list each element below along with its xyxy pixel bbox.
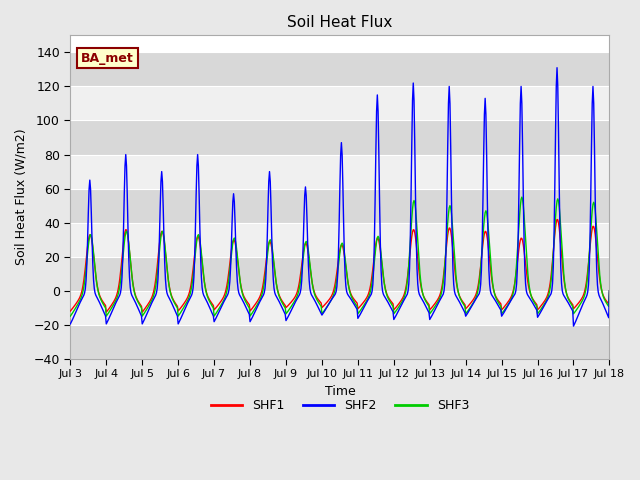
Legend: SHF1, SHF2, SHF3: SHF1, SHF2, SHF3: [205, 395, 474, 418]
Bar: [70, 291, 609, 325]
X-axis label: Time: Time: [324, 385, 355, 398]
Bar: [70, 120, 609, 155]
Bar: [70, 155, 609, 189]
Bar: [70, 86, 609, 120]
Title: Soil Heat Flux: Soil Heat Flux: [287, 15, 392, 30]
Text: BA_met: BA_met: [81, 51, 134, 64]
Bar: [70, 52, 609, 86]
Bar: [70, 257, 609, 291]
Bar: [70, 223, 609, 257]
Bar: [70, 325, 609, 359]
Bar: [70, 189, 609, 223]
Y-axis label: Soil Heat Flux (W/m2): Soil Heat Flux (W/m2): [15, 129, 28, 265]
